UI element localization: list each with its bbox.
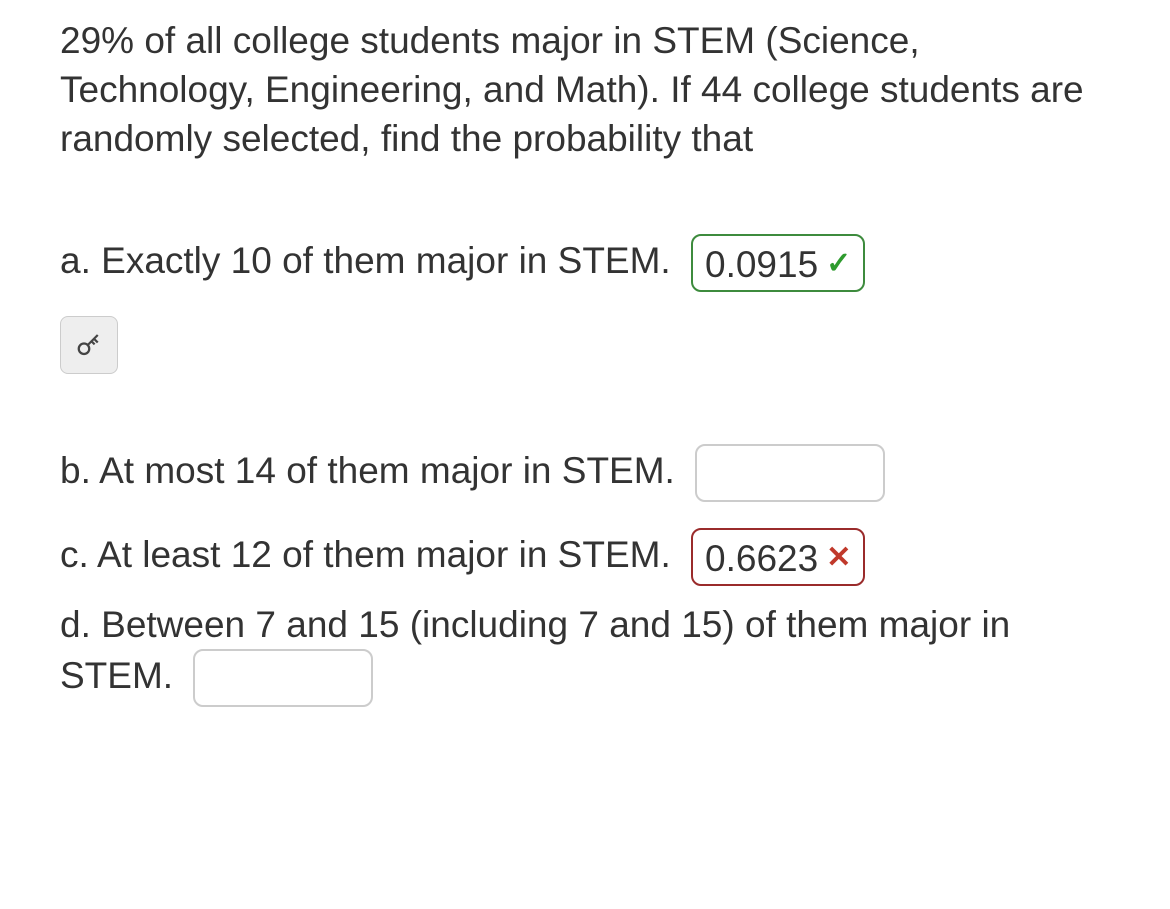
part-c-answer-value: 0.6623: [705, 534, 818, 583]
key-icon: [74, 330, 104, 360]
part-c-label: c. At least 12 of them major in STEM.: [60, 533, 671, 574]
part-c-answer-box[interactable]: 0.6623 ✕: [691, 528, 865, 586]
part-a-answer-value: 0.0915: [705, 240, 818, 289]
key-button[interactable]: [60, 316, 118, 374]
checkmark-icon: ✓: [826, 244, 851, 284]
question-intro: 29% of all college students major in STE…: [60, 16, 1110, 164]
part-a-label: a. Exactly 10 of them major in STEM.: [60, 239, 671, 280]
part-a-answer-box[interactable]: 0.0915 ✓: [691, 234, 865, 292]
cross-icon: ✕: [826, 538, 851, 578]
part-b-label: b. At most 14 of them major in STEM.: [60, 449, 675, 490]
part-d-answer-box[interactable]: [193, 649, 373, 707]
part-b-answer-box[interactable]: [695, 444, 885, 502]
